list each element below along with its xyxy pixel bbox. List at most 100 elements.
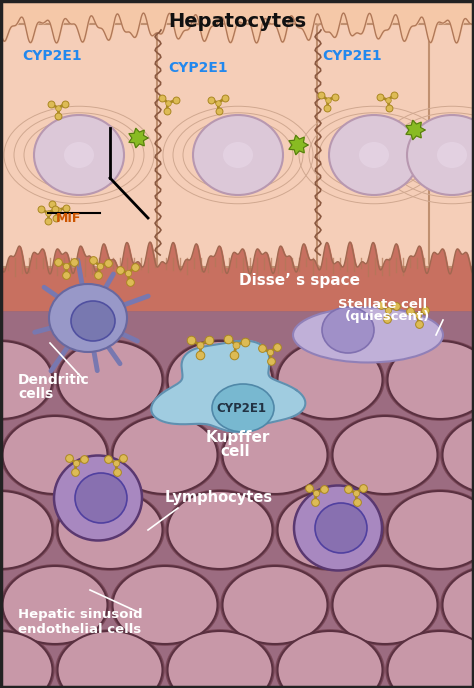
Ellipse shape (0, 491, 53, 569)
Ellipse shape (2, 416, 108, 494)
Ellipse shape (331, 565, 439, 645)
Ellipse shape (190, 354, 250, 396)
Ellipse shape (166, 490, 274, 570)
Ellipse shape (359, 142, 389, 168)
Ellipse shape (80, 644, 140, 686)
Ellipse shape (111, 565, 219, 645)
Text: Lymphocytes: Lymphocytes (165, 490, 273, 505)
Ellipse shape (25, 429, 85, 471)
Ellipse shape (212, 384, 274, 432)
Ellipse shape (276, 490, 384, 570)
Ellipse shape (64, 142, 94, 168)
Ellipse shape (111, 415, 219, 495)
Ellipse shape (57, 341, 163, 419)
Ellipse shape (34, 115, 124, 195)
Text: (quiescent): (quiescent) (345, 310, 430, 323)
Polygon shape (129, 128, 148, 148)
Ellipse shape (112, 566, 218, 644)
Ellipse shape (221, 565, 329, 645)
Ellipse shape (135, 429, 195, 471)
Text: Disse’ s space: Disse’ s space (239, 273, 361, 288)
Ellipse shape (57, 491, 163, 569)
Ellipse shape (80, 354, 140, 396)
Ellipse shape (294, 486, 382, 570)
Ellipse shape (223, 142, 253, 168)
Ellipse shape (276, 340, 384, 420)
Ellipse shape (386, 490, 474, 570)
Ellipse shape (355, 429, 415, 471)
Text: Kupffer: Kupffer (206, 430, 270, 445)
Bar (0, 310, 474, 688)
Ellipse shape (300, 644, 360, 686)
Bar (0, 255, 474, 335)
Ellipse shape (410, 504, 470, 546)
Ellipse shape (441, 415, 474, 495)
Ellipse shape (56, 490, 164, 570)
Text: MIF: MIF (56, 212, 82, 225)
Ellipse shape (293, 308, 443, 363)
Polygon shape (151, 341, 305, 432)
Text: cells: cells (18, 387, 53, 401)
Ellipse shape (465, 429, 474, 471)
Polygon shape (406, 120, 425, 140)
Ellipse shape (437, 142, 467, 168)
Ellipse shape (388, 491, 474, 569)
Ellipse shape (386, 630, 474, 688)
Ellipse shape (410, 354, 470, 396)
Ellipse shape (56, 340, 164, 420)
Text: Hepatocytes: Hepatocytes (168, 12, 306, 31)
Ellipse shape (315, 503, 367, 553)
Ellipse shape (300, 504, 360, 546)
Ellipse shape (277, 631, 383, 688)
Ellipse shape (222, 416, 328, 494)
Ellipse shape (56, 630, 164, 688)
Ellipse shape (0, 630, 54, 688)
Ellipse shape (331, 415, 439, 495)
Ellipse shape (277, 341, 383, 419)
Ellipse shape (167, 341, 273, 419)
Ellipse shape (245, 429, 305, 471)
Ellipse shape (300, 354, 360, 396)
Text: Dendritic: Dendritic (18, 373, 90, 387)
Text: CYP2E1: CYP2E1 (216, 402, 266, 415)
Text: CYP2E1: CYP2E1 (322, 49, 382, 63)
Ellipse shape (193, 115, 283, 195)
Ellipse shape (71, 301, 115, 341)
Ellipse shape (276, 630, 384, 688)
Text: Stellate cell: Stellate cell (338, 298, 427, 311)
Ellipse shape (167, 631, 273, 688)
FancyBboxPatch shape (317, 24, 431, 267)
Text: CYP2E1: CYP2E1 (22, 49, 82, 63)
Ellipse shape (277, 491, 383, 569)
FancyBboxPatch shape (0, 24, 159, 267)
Ellipse shape (0, 341, 53, 419)
Ellipse shape (1, 565, 109, 645)
FancyBboxPatch shape (157, 24, 319, 267)
Ellipse shape (135, 579, 195, 621)
Ellipse shape (332, 566, 438, 644)
Ellipse shape (386, 340, 474, 420)
Bar (0, 0, 474, 295)
Ellipse shape (75, 473, 127, 523)
Ellipse shape (355, 579, 415, 621)
Text: Hepatic sinusoid: Hepatic sinusoid (18, 608, 143, 621)
Ellipse shape (441, 565, 474, 645)
Ellipse shape (166, 630, 274, 688)
Ellipse shape (329, 115, 419, 195)
Ellipse shape (80, 504, 140, 546)
Polygon shape (289, 136, 308, 155)
Ellipse shape (443, 416, 474, 494)
Ellipse shape (190, 644, 250, 686)
Ellipse shape (49, 284, 127, 352)
Ellipse shape (166, 340, 274, 420)
Ellipse shape (57, 631, 163, 688)
Ellipse shape (322, 307, 374, 353)
Ellipse shape (112, 416, 218, 494)
Ellipse shape (443, 566, 474, 644)
Ellipse shape (0, 504, 30, 546)
Ellipse shape (0, 340, 54, 420)
Ellipse shape (388, 341, 474, 419)
Text: cell: cell (220, 444, 250, 459)
Ellipse shape (25, 579, 85, 621)
Ellipse shape (410, 644, 470, 686)
